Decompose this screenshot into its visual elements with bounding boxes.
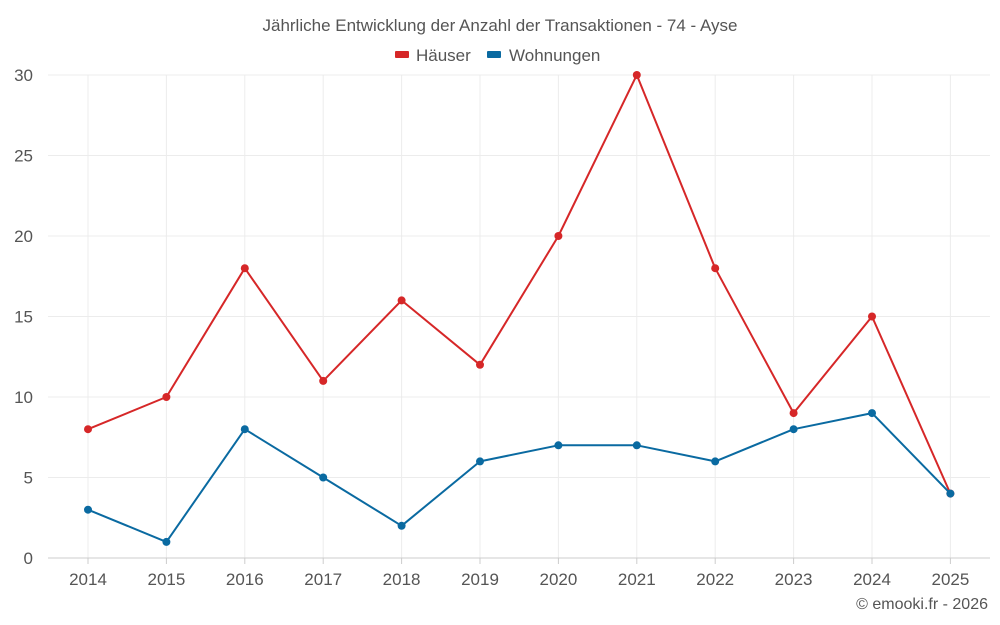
x-tick-label: 2018 [383, 570, 421, 589]
data-point-haeuser[interactable] [319, 376, 328, 385]
data-point-wohnungen[interactable] [946, 489, 955, 498]
y-tick-label: 15 [14, 308, 33, 327]
x-tick-label: 2020 [539, 570, 577, 589]
chart-title: Jährliche Entwicklung der Anzahl der Tra… [262, 16, 737, 35]
data-point-wohnungen[interactable] [319, 473, 328, 482]
grid [48, 74, 990, 558]
legend-swatch-haeuser [395, 51, 409, 58]
data-point-wohnungen[interactable] [84, 505, 92, 514]
data-point-haeuser[interactable] [868, 312, 876, 321]
data-point-haeuser[interactable] [476, 360, 484, 369]
legend-label-wohnungen: Wohnungen [509, 46, 600, 65]
x-tick-label: 2022 [696, 570, 734, 589]
series-line-haeuser [87, 74, 952, 495]
y-tick-label: 0 [24, 549, 33, 568]
data-point-wohnungen[interactable] [397, 521, 406, 530]
data-point-wohnungen[interactable] [632, 441, 641, 450]
data-point-haeuser[interactable] [162, 393, 171, 401]
y-tick-label: 20 [14, 227, 33, 246]
x-tick-label: 2015 [147, 570, 185, 589]
y-tick-label: 5 [24, 469, 33, 488]
data-point-haeuser[interactable] [711, 264, 720, 273]
legend-label-haeuser: Häuser [416, 46, 471, 65]
data-point-haeuser[interactable] [240, 264, 249, 273]
x-tick-label: 2021 [618, 570, 656, 589]
x-tick-label: 2017 [304, 570, 342, 589]
data-point-wohnungen[interactable] [554, 441, 563, 450]
legend-swatch-wohnungen [487, 51, 501, 58]
series [84, 71, 955, 546]
data-point-haeuser[interactable] [789, 409, 798, 418]
data-point-wohnungen[interactable] [476, 457, 484, 466]
x-tick-label: 2023 [775, 570, 813, 589]
y-tick-label: 25 [14, 147, 33, 166]
x-tick-label: 2024 [853, 570, 891, 589]
series-line-wohnungen [87, 412, 952, 543]
data-point-wohnungen[interactable] [240, 425, 249, 434]
x-tick-label: 2019 [461, 570, 499, 589]
data-point-haeuser[interactable] [84, 425, 92, 434]
legend: Häuser Wohnungen [395, 46, 600, 65]
data-point-wohnungen[interactable] [162, 537, 171, 546]
data-point-wohnungen[interactable] [789, 425, 798, 434]
y-tick-label: 10 [14, 388, 33, 407]
data-point-haeuser[interactable] [632, 71, 641, 79]
x-tick-label: 2025 [931, 570, 969, 589]
legend-item-haeuser[interactable]: Häuser [395, 46, 471, 65]
x-tick-label: 2014 [69, 570, 107, 589]
x-tick-label: 2016 [226, 570, 264, 589]
y-tick-label: 30 [14, 66, 33, 85]
legend-item-wohnungen[interactable]: Wohnungen [487, 46, 600, 65]
data-point-haeuser[interactable] [397, 296, 406, 305]
credit: © emooki.fr - 2026 [856, 596, 988, 613]
data-point-wohnungen[interactable] [868, 409, 876, 418]
data-point-wohnungen[interactable] [711, 457, 720, 466]
data-point-haeuser[interactable] [554, 232, 563, 240]
